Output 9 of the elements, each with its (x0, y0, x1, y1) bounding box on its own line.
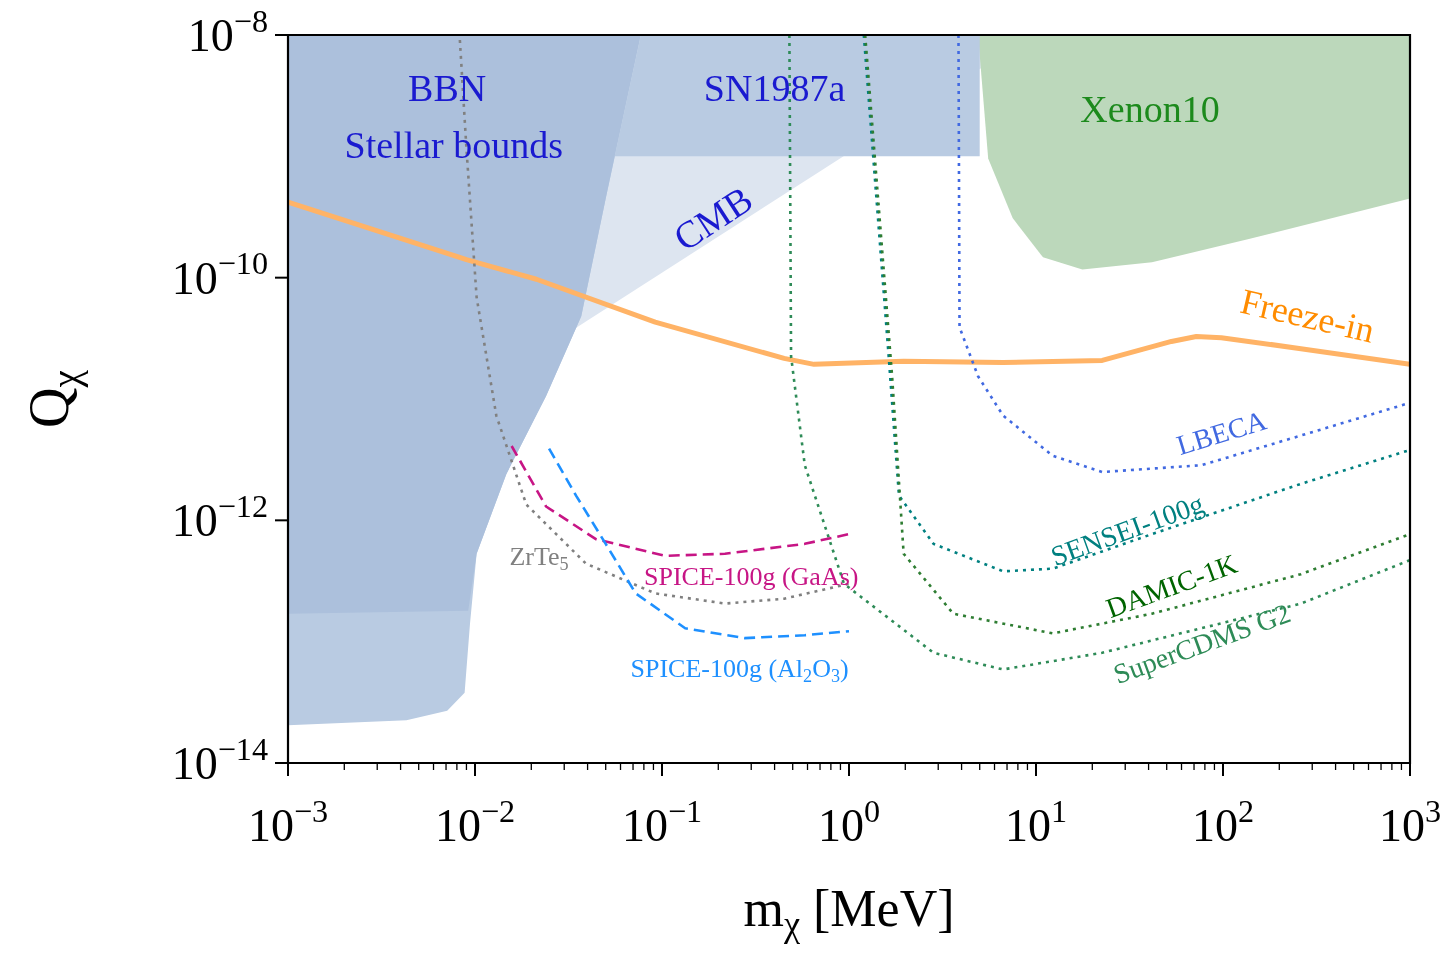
series-label: CMB (666, 177, 760, 259)
y-axis-title: Qχ (18, 369, 89, 428)
series-label: SPICE-100g (GaAs) (643, 561, 859, 591)
text: LBECA (1173, 404, 1271, 461)
text: Freeze-in (1236, 281, 1379, 351)
series-label: SN1987a (703, 66, 846, 109)
series-label: Stellar bounds (344, 123, 564, 166)
series-label: BBN (408, 66, 487, 109)
series-label: Xenon10 (1080, 88, 1220, 131)
